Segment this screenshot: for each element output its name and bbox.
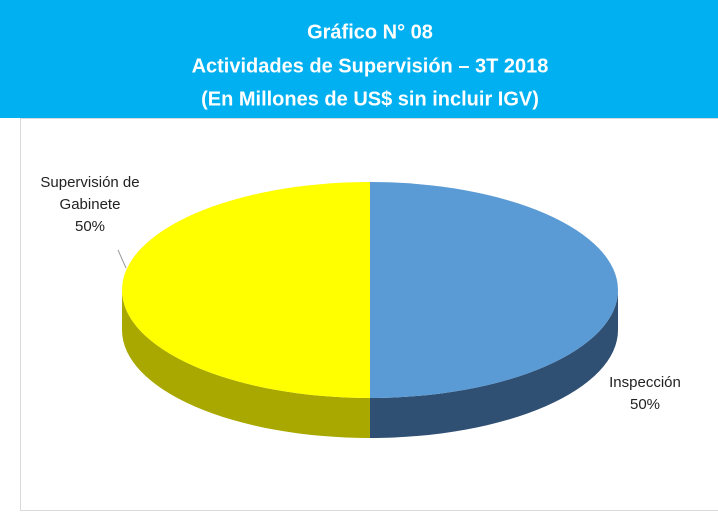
value-label: 50% [629, 396, 661, 413]
slice [122, 182, 370, 398]
title-banner [0, 0, 718, 118]
chart-border [20, 118, 718, 511]
slice-side [370, 290, 618, 438]
leader-line [117, 249, 127, 269]
slice-label: Inspección 50% [590, 372, 700, 416]
value-label: 50% [74, 218, 106, 235]
pie [122, 182, 618, 438]
chart-subtitle: Actividades de Supervisión – 3T 2018 [192, 55, 549, 77]
slice-side [122, 290, 370, 438]
chart-title: Gráfico N° 08 [307, 21, 433, 43]
chart-subtitle: (En Millones de US$ sin incluir IGV) [201, 88, 539, 110]
slice [370, 182, 618, 398]
category-label: Inspección [609, 374, 681, 391]
category-label: Supervisión de Gabinete [40, 174, 140, 213]
slice-label: Supervisión de Gabinete 50% [15, 172, 165, 238]
